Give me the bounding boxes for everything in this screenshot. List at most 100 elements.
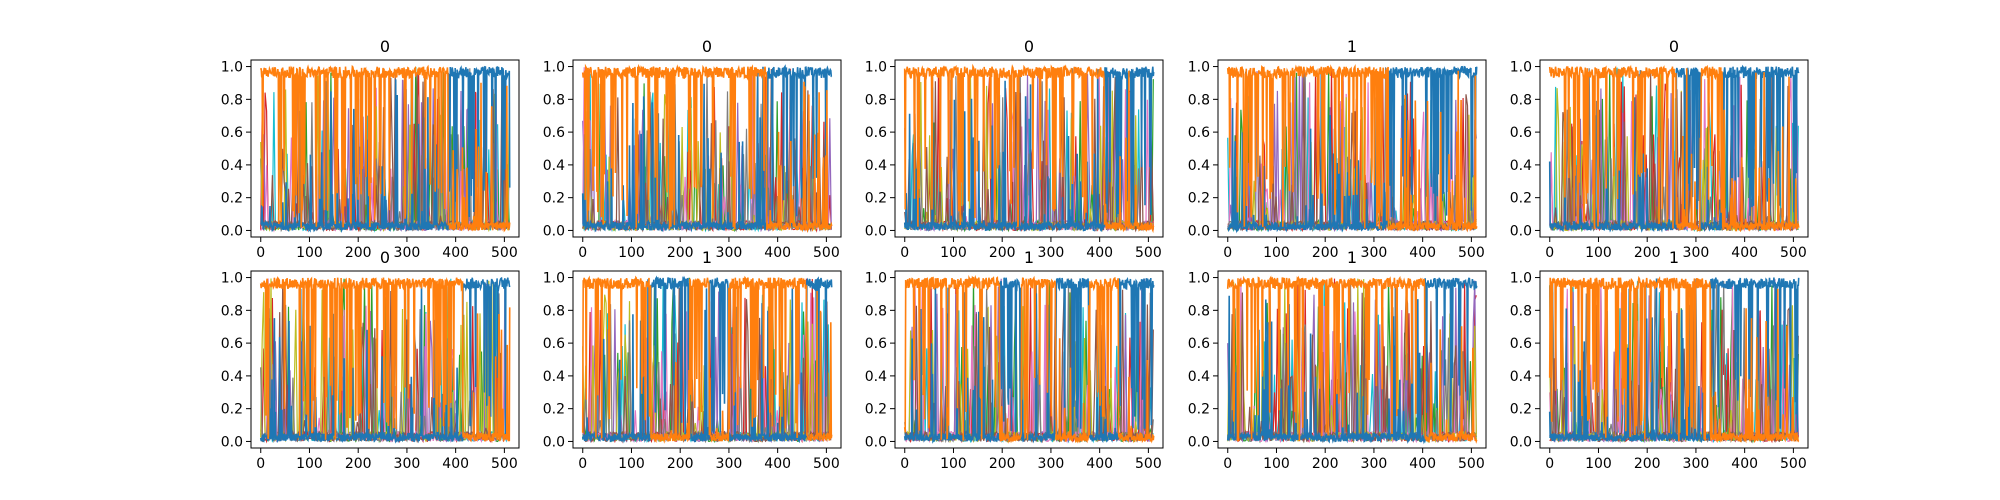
x-tick-label: 100 [618,456,645,472]
y-tick-label: 0.8 [1510,303,1532,319]
x-tick-label: 100 [940,245,967,261]
x-tick-label: 100 [296,456,323,472]
x-tick-label: 0 [900,245,909,261]
x-tick-label: 200 [1634,456,1661,472]
series-blue-line [583,278,832,442]
x-tick-label: 400 [1731,456,1758,472]
x-tick-label: 200 [989,245,1016,261]
y-tick-label: 1.0 [1510,271,1532,287]
x-tick-label: 300 [394,245,421,261]
x-tick-label: 0 [1545,245,1554,261]
x-tick-label: 100 [1263,245,1290,261]
x-tick-label: 300 [1361,456,1388,472]
y-tick-label: 0.2 [1188,191,1210,207]
y-tick-label: 0.6 [865,336,887,352]
subplot-7: 10 100 200 300 400 5000.00.20.40.60.81.0 [543,248,841,472]
y-tick-label: 0.2 [543,402,565,418]
subplot-6: 0 0 100 200 300 400 500 0.0 0.2 0.4 0.6 0.8 1.0 [221,248,519,472]
y-tick-label: 1.0 [221,271,243,287]
x-tick-label: 100 [296,245,323,261]
x-tick-label: 500 [1780,245,1807,261]
plot-area [1228,67,1477,231]
x-tick-label: 100 [940,456,967,472]
y-tick-label: 0.2 [221,191,243,207]
y-tick-label: 0.8 [221,92,243,108]
y-tick-label: 0.4 [1188,369,1210,385]
y-tick-label: 1.0 [1188,271,1210,287]
x-tick-label: 500 [813,245,840,261]
x-tick-label: 0 [1223,456,1232,472]
y-tick-label: 0.2 [865,191,887,207]
x-tick-label: 0 [900,456,909,472]
x-tick-label: 200 [1312,456,1339,472]
x-tick-label: 500 [1458,245,1485,261]
x-tick-label: 500 [1458,456,1485,472]
y-tick-label: 0.0 [865,223,887,239]
x-tick-label: 200 [1634,245,1661,261]
x-tick-label: 500 [1780,456,1807,472]
subplot-5: 00 100 200 300 400 5000.00.20.40.60.81.0 [1510,37,1808,261]
y-tick-label: 0.0 [1188,223,1210,239]
y-tick-label: 0.4 [1188,158,1210,174]
subplot-title: 1 [1024,248,1034,267]
y-tick-label: 0.2 [865,402,887,418]
y-tick-label: 0.4 [543,369,565,385]
y-tick-label: 1.0 [1188,60,1210,76]
y-tick-label: 0.0 [1188,434,1210,450]
subplot-8: 1 0 100 200 300 400 500 0.0 0.2 0.4 0.6 0.8 1.0 [865,248,1163,472]
x-tick-label: 300 [1038,245,1065,261]
subplot-1: 00 100 200 300 400 5000.00.20.40.60.81.0 [221,37,519,261]
y-tick-label: 0.6 [221,125,243,141]
x-tick-label: 400 [1409,245,1436,261]
y-tick-label: 0.2 [1510,402,1532,418]
plot-area [1550,278,1799,442]
x-tick-label: 200 [989,456,1016,472]
y-tick-label: 0.6 [221,336,243,352]
x-tick-label: 200 [667,245,694,261]
y-tick-label: 0.0 [1510,223,1532,239]
x-tick-label: 0 [256,245,265,261]
y-tick-label: 0.4 [1510,158,1532,174]
plot-area [1228,278,1477,442]
y-tick-label: 1.0 [221,60,243,76]
subplot-9: 10 100 200 300 400 5000.00.20.40.60.81.0 [1188,248,1486,472]
y-tick-label: 0.4 [865,158,887,174]
y-tick-label: 0.8 [865,92,887,108]
y-tick-label: 0.0 [221,434,243,450]
plot-area [261,278,510,442]
x-tick-label: 500 [491,245,518,261]
plot-area [1550,67,1799,231]
x-tick-label: 500 [1135,245,1162,261]
y-tick-label: 0.0 [543,434,565,450]
subplot-10: 1 0 100 200 300 400 500 0.0 0.2 0.4 0.6 0.8 1.0 [1510,248,1808,472]
y-tick-label: 0.4 [1510,369,1532,385]
x-tick-label: 500 [1135,456,1162,472]
x-tick-label: 300 [1361,245,1388,261]
y-tick-label: 0.8 [221,303,243,319]
y-tick-label: 0.6 [865,125,887,141]
y-tick-label: 0.6 [543,336,565,352]
x-tick-label: 100 [618,245,645,261]
x-tick-label: 200 [345,456,372,472]
y-tick-label: 0.6 [1188,336,1210,352]
y-tick-label: 0.8 [1510,92,1532,108]
subplot-title: 0 [1024,37,1034,56]
y-tick-label: 1.0 [1510,60,1532,76]
x-tick-label: 0 [1545,456,1554,472]
y-tick-label: 1.0 [543,60,565,76]
y-tick-label: 0.6 [543,125,565,141]
x-tick-label: 0 [578,245,587,261]
x-tick-label: 400 [764,245,791,261]
subplot-title: 0 [380,37,390,56]
x-tick-label: 300 [716,245,743,261]
y-tick-label: 0.8 [1188,303,1210,319]
subplot-title: 1 [702,248,712,267]
subplot-3: 00 100 200 300 400 5000.00.20.40.60.81.0 [865,37,1163,261]
y-tick-label: 0.8 [543,303,565,319]
y-tick-label: 0.0 [221,223,243,239]
x-tick-label: 100 [1263,456,1290,472]
subplot-title: 1 [1347,248,1357,267]
y-tick-label: 0.6 [1188,125,1210,141]
subplot-title: 1 [1669,248,1679,267]
